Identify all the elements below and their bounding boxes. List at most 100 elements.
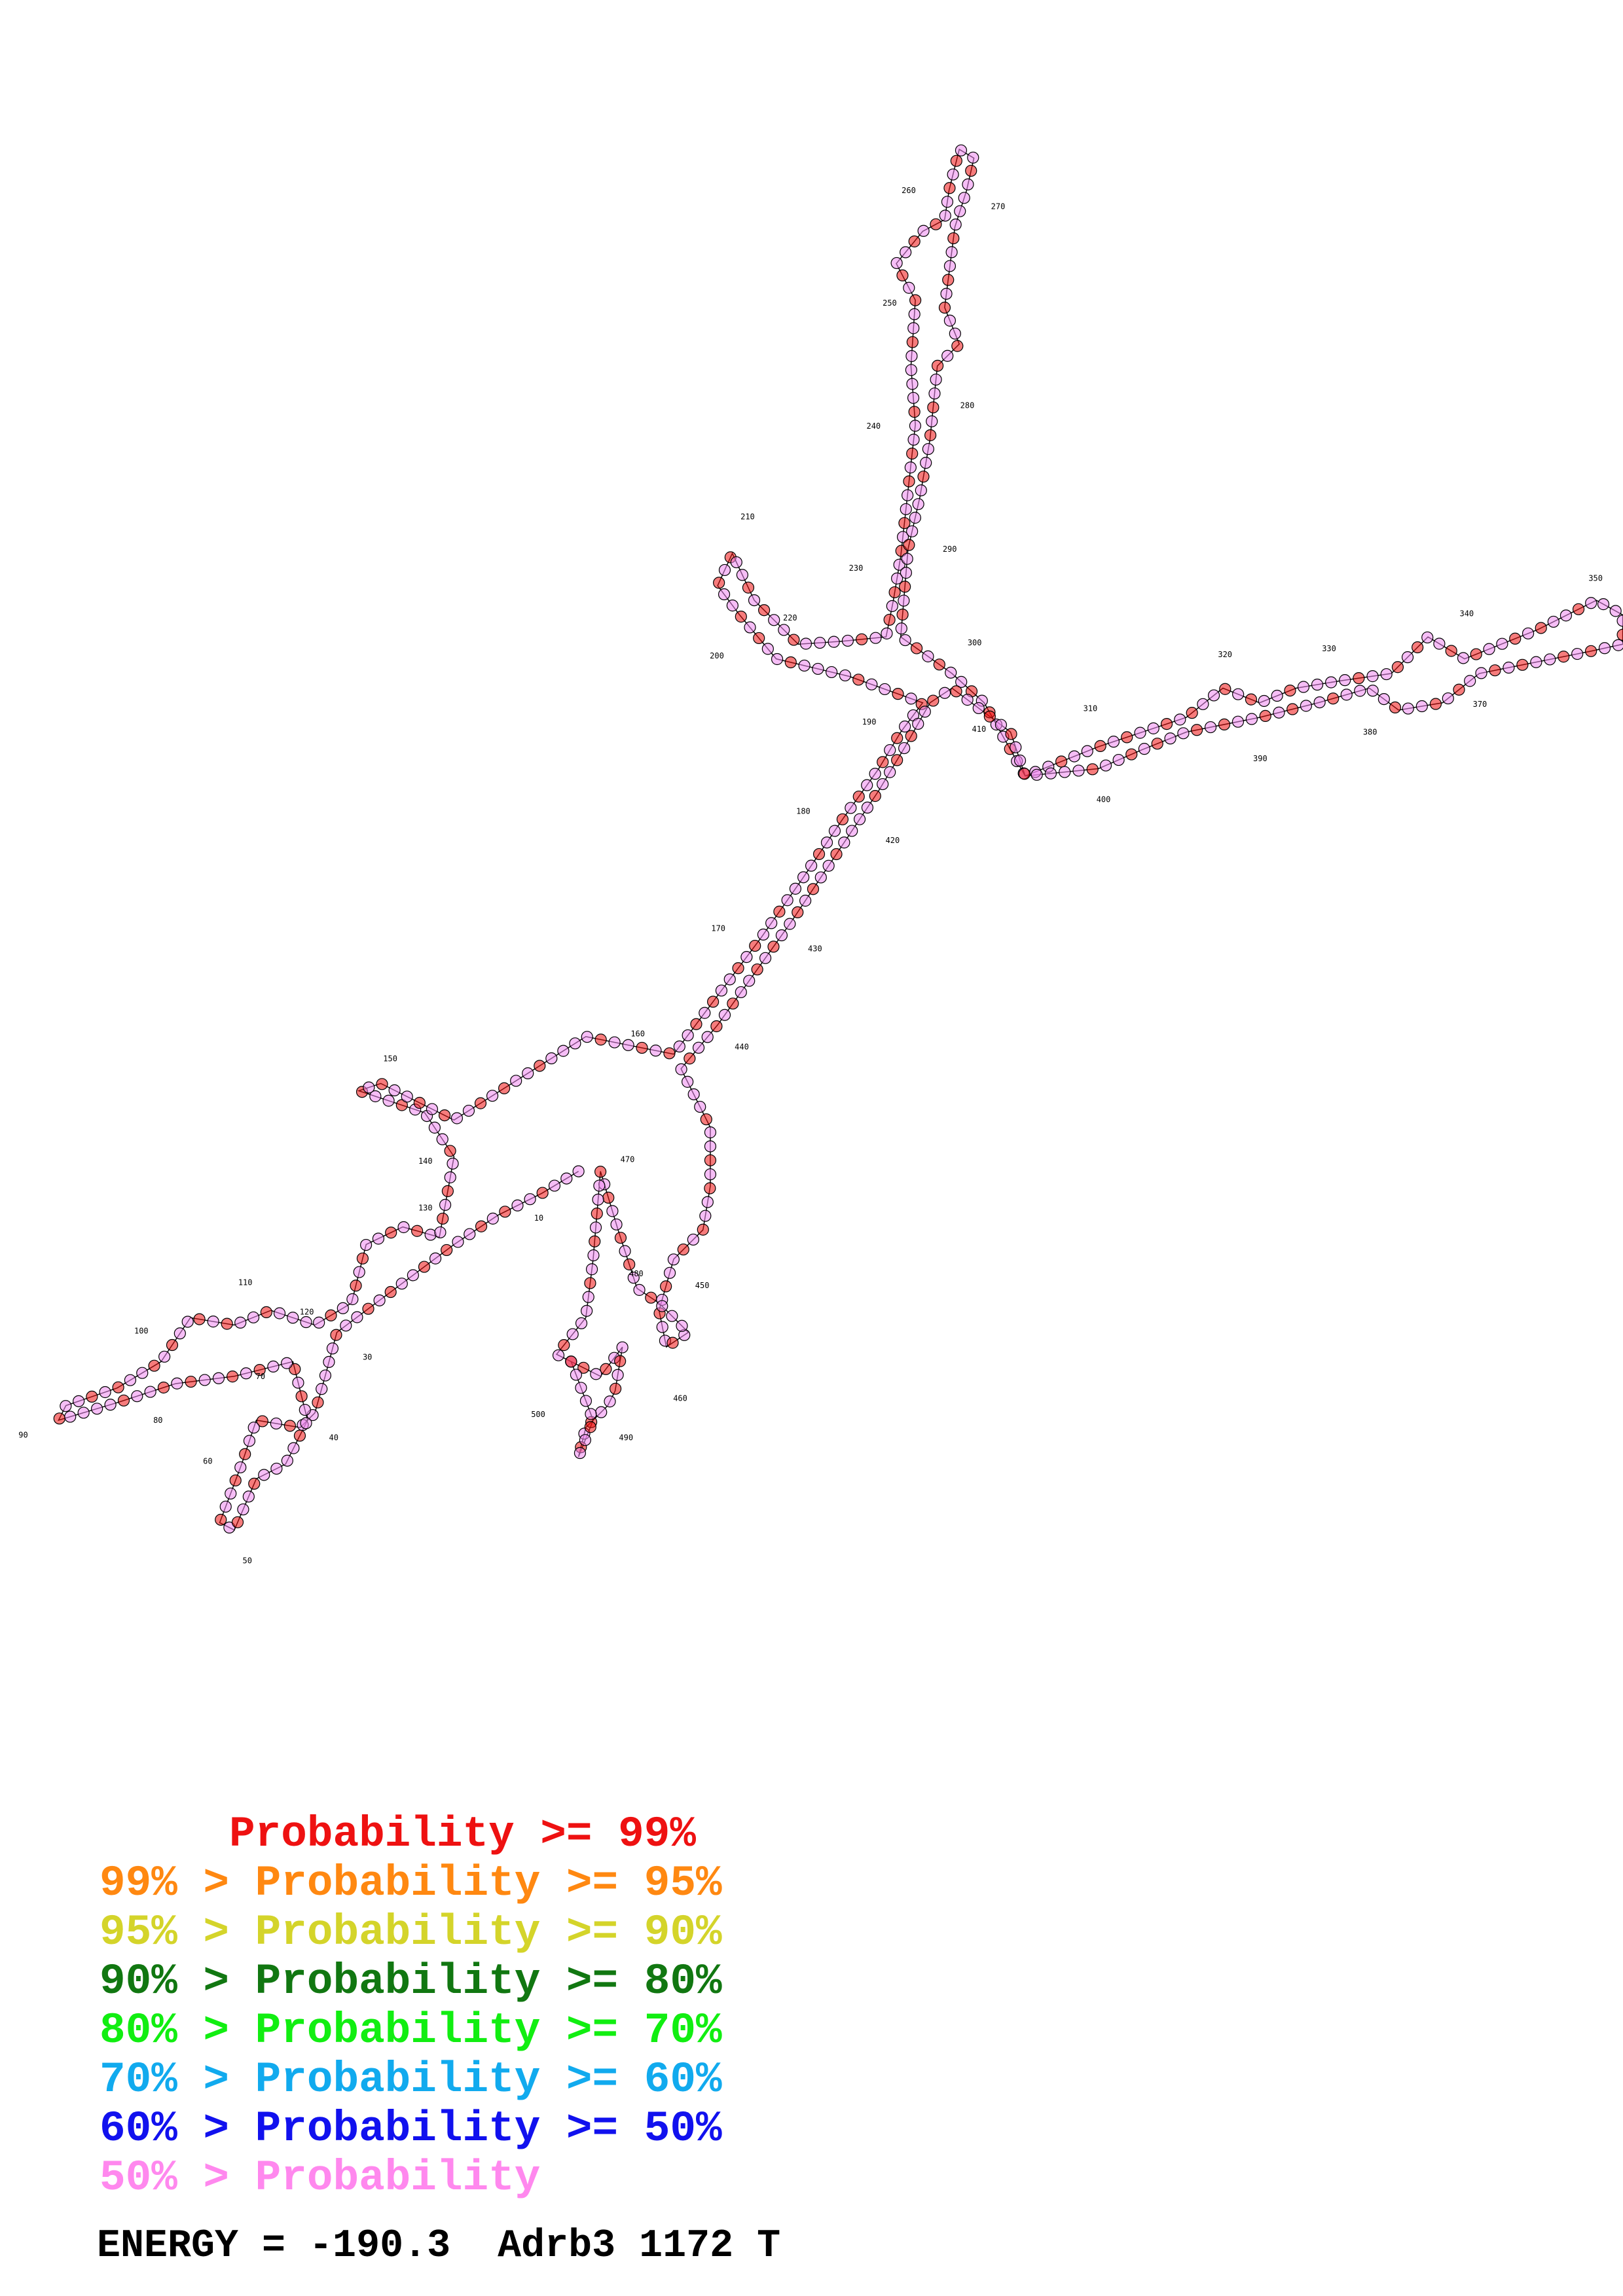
nucleotide [1232,688,1245,700]
nucleotide [212,1372,225,1384]
nucleotide [499,1206,511,1218]
nucleotide [748,594,761,607]
nucleotide [789,882,802,895]
nucleotide [915,484,927,497]
nucleotide [690,1018,702,1030]
nucleotide [234,1461,247,1474]
nucleotide [1121,731,1133,744]
nucleotide [267,1360,280,1373]
position-label: 120 [300,1307,314,1316]
nucleotide [590,1368,602,1380]
nucleotide [814,871,827,884]
nucleotide [581,1031,593,1043]
nucleotide [207,1316,219,1328]
nucleotide [376,1078,388,1090]
nucleotide [242,1490,255,1503]
nucleotide [1273,706,1285,719]
nucleotide [1311,678,1324,691]
nucleotide [666,1336,679,1349]
nucleotide [958,192,970,204]
nucleotide [1530,656,1542,668]
nucleotide [536,1187,549,1199]
nucleotide [148,1359,160,1372]
nucleotide [474,1097,487,1109]
nucleotide [1059,766,1071,778]
nucleotide [753,632,765,645]
nucleotide [660,1280,672,1293]
nucleotide [899,581,911,593]
nucleotide [1389,701,1402,714]
nucleotide [1245,693,1258,706]
nucleotide [1044,767,1057,780]
nucleotide [330,1329,342,1341]
nucleotide [814,636,826,649]
nucleotide [340,1319,352,1332]
nucleotide [912,717,924,730]
nucleotide [743,975,756,987]
nucleotide [1597,598,1610,611]
nucleotide [908,308,921,321]
nucleotide [908,235,921,247]
nucleotide [181,1316,194,1328]
nucleotide [727,997,739,1010]
nucleotide [312,1396,324,1408]
nucleotide [891,754,903,766]
nucleotide [954,205,966,217]
nucleotide [759,952,772,964]
nucleotide [260,1306,272,1318]
nucleotide [807,883,820,895]
nucleotide [1558,651,1570,663]
nucleotide [904,461,917,474]
position-label: 160 [630,1029,645,1038]
nucleotide [385,1227,397,1239]
nucleotide [234,1316,247,1329]
nucleotide [841,634,854,647]
nucleotide [293,1429,306,1442]
legend-item-99: Probability >= 99% [100,1810,696,1859]
nucleotide [856,633,868,645]
position-label: 500 [531,1410,545,1419]
nucleotide [675,1063,687,1075]
nucleotide [591,1208,603,1220]
nucleotide [908,406,921,418]
nucleotide [947,232,960,245]
nucleotide [732,962,744,975]
nucleotide [99,1386,111,1399]
nucleotide [1353,672,1365,685]
nucleotide [594,1033,607,1046]
nucleotide [372,1232,385,1245]
nucleotide [945,246,958,259]
nucleotide [1112,753,1125,766]
nucleotide [900,567,913,579]
nucleotide [627,1272,640,1284]
nucleotide [1186,707,1198,719]
nucleotide [316,1383,328,1395]
nucleotide [447,1157,459,1170]
position-label: 100 [134,1326,149,1335]
nucleotide [1391,661,1404,673]
position-label: 370 [1473,700,1487,709]
bases [53,144,1623,1534]
nucleotide [557,1045,570,1057]
nucleotide [1544,653,1556,666]
position-label: 70 [256,1372,265,1381]
position-label: 320 [1218,650,1232,659]
nucleotide [1313,696,1326,709]
nucleotide [917,224,930,237]
nucleotide [682,1075,694,1088]
nucleotide [486,1090,499,1102]
nucleotide [1297,681,1310,693]
nucleotide [595,1406,608,1418]
nucleotide [909,294,922,306]
position-label: 340 [1459,609,1474,618]
nucleotide [907,433,920,446]
nucleotide [798,659,811,672]
nucleotide [1489,664,1501,677]
nucleotide [905,692,917,705]
nucleotide [1081,745,1093,757]
nucleotide [699,1007,711,1019]
nucleotide [86,1390,98,1403]
nucleotide [610,1218,623,1230]
nucleotide [730,556,742,569]
nucleotide [239,1448,251,1460]
